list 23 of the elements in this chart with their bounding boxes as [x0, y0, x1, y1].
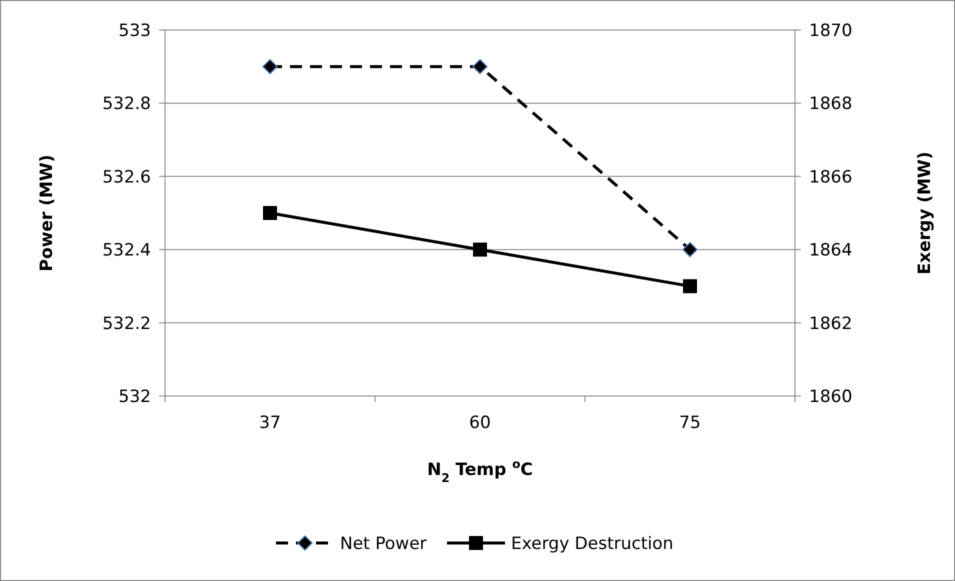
- legend-label: Net Power: [340, 534, 427, 554]
- y2-axis-title: Exergy (MW): [915, 152, 935, 274]
- point: [473, 242, 487, 257]
- y-tick-label: 532.8: [102, 94, 151, 114]
- y2-tick-label: 1866: [809, 167, 852, 188]
- x-tick-label: 37: [259, 413, 281, 433]
- y2-tick-label: 1862: [809, 314, 852, 334]
- y-tick-label: 533: [118, 20, 151, 41]
- x-tick-label: 60: [469, 413, 491, 433]
- y-tick-label: 532.4: [102, 240, 151, 261]
- y2-tick-label: 1870: [809, 20, 852, 41]
- y-tick-label: 532: [118, 386, 151, 407]
- y-axis-title: Power (MW): [37, 154, 57, 272]
- y2-tick-label: 1860: [809, 386, 852, 407]
- point: [263, 206, 277, 220]
- y2-tick-label: 1864: [809, 240, 852, 261]
- y2-tick-label: 1868: [809, 94, 852, 114]
- x-axis-title: N$_{2}$ Temp $^{o}$C: [427, 457, 533, 485]
- y-tick-label: 532.2: [102, 314, 151, 334]
- legend-label: Exergy Destruction: [511, 534, 674, 554]
- y-tick-label: 532.6: [102, 167, 151, 188]
- point: [683, 279, 697, 294]
- x-tick-label: 75: [679, 413, 701, 433]
